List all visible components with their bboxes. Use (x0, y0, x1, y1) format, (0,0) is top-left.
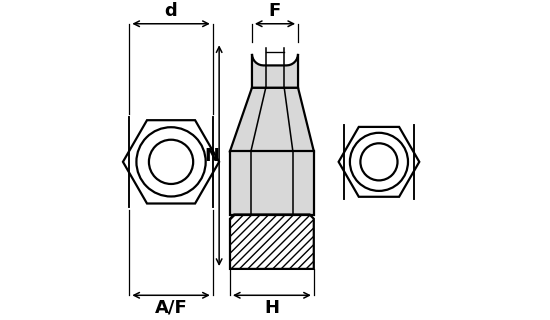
Text: H: H (265, 299, 279, 317)
Polygon shape (230, 88, 314, 151)
Polygon shape (230, 151, 314, 214)
Polygon shape (230, 214, 314, 269)
Text: N: N (204, 147, 219, 165)
Text: F: F (269, 2, 281, 20)
Text: A/F: A/F (155, 299, 188, 317)
Text: d: d (164, 2, 178, 20)
Polygon shape (252, 54, 298, 88)
